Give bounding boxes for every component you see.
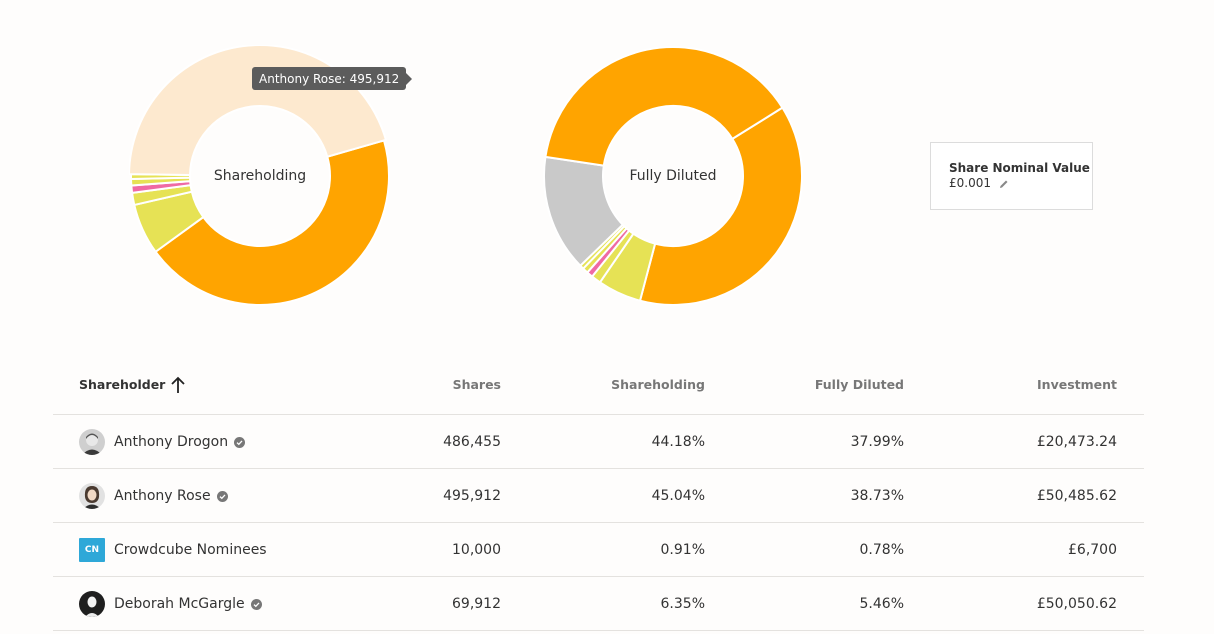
nominal-value-row: £0.001 [949, 176, 1092, 190]
shareholder-cell[interactable]: CN Crowdcube Nominees [79, 523, 267, 576]
fully-diluted-chart[interactable]: Fully Diluted [542, 45, 804, 307]
shareholder-cell[interactable]: Deborah McGargle [79, 577, 262, 630]
shares-cell: 486,455 [443, 433, 501, 450]
investment-cell: £50,050.62 [1036, 595, 1117, 612]
shares-cell: 495,912 [443, 487, 501, 504]
header-shareholder-label: Shareholder [79, 377, 166, 392]
fully-diluted-cell: 38.73% [850, 487, 904, 504]
verified-icon [250, 598, 262, 610]
verified-icon [216, 490, 228, 502]
header-investment[interactable]: Investment [1037, 377, 1117, 392]
table-header-row: Shareholder Shares Shareholding Fully Di… [53, 355, 1144, 415]
header-fully-diluted[interactable]: Fully Diluted [814, 377, 904, 392]
nominal-title: Share Nominal Value [949, 161, 1090, 175]
shareholding-cell: 6.35% [660, 595, 705, 612]
shareholder-cell[interactable]: Anthony Rose [79, 469, 228, 522]
shareholder-name[interactable]: Anthony Drogon [114, 433, 229, 450]
donut-slice-anthony-drogon[interactable] [154, 139, 390, 306]
avatar [79, 428, 105, 455]
avatar [79, 590, 105, 617]
nominal-value: £0.001 [949, 176, 991, 190]
share-nominal-value-card: Share Nominal Value £0.001 [930, 142, 1093, 210]
fully-diluted-cell: 5.46% [859, 595, 904, 612]
shares-cell: 69,912 [452, 595, 501, 612]
investment-cell: £20,473.24 [1036, 433, 1117, 450]
avatar [79, 482, 105, 509]
header-shareholding[interactable]: Shareholding [611, 377, 705, 392]
shareholders-table: Shareholder Shares Shareholding Fully Di… [53, 355, 1144, 631]
chart-tooltip: Anthony Rose: 495,912 [252, 67, 413, 90]
table-row[interactable]: Deborah McGargle 69,912 6.35% 5.46% £50,… [53, 577, 1144, 631]
pencil-icon[interactable] [999, 178, 1009, 188]
fully-diluted-donut[interactable] [542, 45, 804, 307]
verified-icon [234, 436, 246, 448]
shares-cell: 10,000 [452, 541, 501, 558]
shareholder-cell[interactable]: Anthony Drogon [79, 415, 246, 468]
fully-diluted-cell: 0.78% [859, 541, 904, 558]
fully-diluted-cell: 37.99% [850, 433, 904, 450]
shareholder-name[interactable]: Deborah McGargle [114, 595, 245, 612]
shareholding-cell: 0.91% [660, 541, 705, 558]
table-row[interactable]: Anthony Rose 495,912 45.04% 38.73% £50,4… [53, 469, 1144, 523]
sort-ascending-icon[interactable] [170, 376, 186, 394]
shareholder-name[interactable]: Crowdcube Nominees [114, 541, 267, 558]
header-shares[interactable]: Shares [452, 377, 501, 392]
header-shareholder[interactable]: Shareholder [79, 355, 186, 414]
investment-cell: £50,485.62 [1036, 487, 1117, 504]
donut-slice-anthony-drogon[interactable] [638, 106, 803, 306]
investment-cell: £6,700 [1068, 541, 1117, 558]
table-row[interactable]: Anthony Drogon 486,455 44.18% 37.99% £20… [53, 415, 1144, 469]
table-row[interactable]: CN Crowdcube Nominees 10,000 0.91% 0.78%… [53, 523, 1144, 577]
crowdcube-logo: CN [79, 537, 105, 562]
donut-slice-anthony-rose[interactable] [544, 46, 784, 167]
shareholding-cell: 44.18% [651, 433, 705, 450]
shareholder-name[interactable]: Anthony Rose [114, 487, 211, 504]
shareholding-cell: 45.04% [651, 487, 705, 504]
